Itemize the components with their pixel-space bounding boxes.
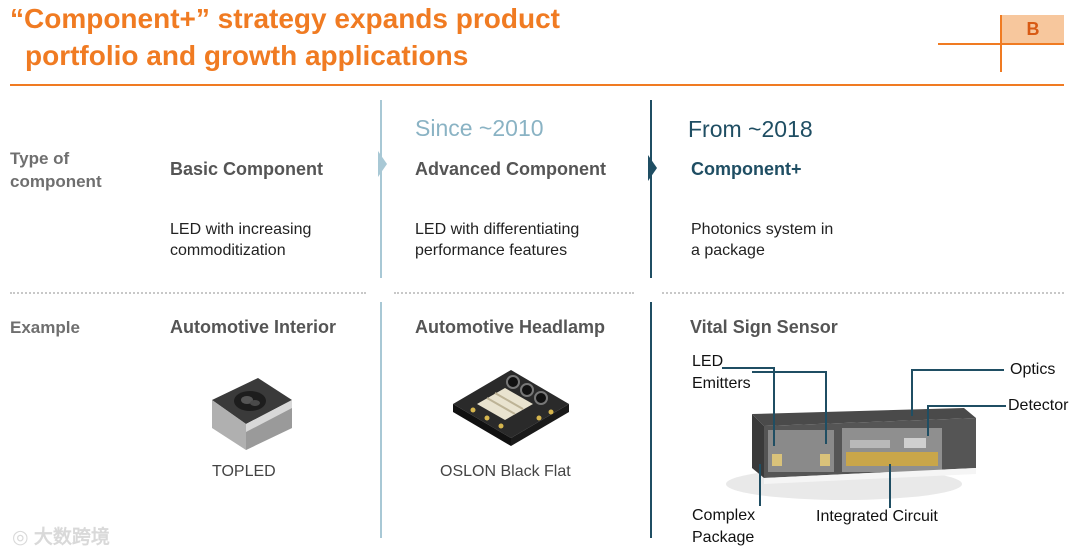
- label-detector: Detector: [1008, 397, 1069, 414]
- column-divider-2-bottom: [650, 302, 652, 538]
- section-badge: B: [1002, 15, 1064, 43]
- row-divider: [10, 292, 366, 294]
- column-heading-plus: Component+: [691, 159, 802, 179]
- column-divider-1-bottom: [380, 302, 382, 538]
- desc-line: commoditization: [170, 242, 286, 259]
- column-heading-basic: Basic Component: [170, 159, 324, 179]
- title-line-1: “Component+” strategy expands product: [10, 3, 560, 34]
- label-line: Emitters: [692, 375, 751, 392]
- desc-line: performance features: [415, 242, 568, 259]
- label-line: Package: [692, 529, 755, 546]
- sensor-callouts: [722, 367, 1006, 508]
- arrow-right-icon: [648, 155, 657, 181]
- column-desc-basic: LED with increasing commoditization: [170, 219, 311, 261]
- column-divider-1-top: [380, 100, 382, 278]
- badge-vertical-rule: [1000, 15, 1002, 72]
- label-led-emitters: LED Emitters: [692, 351, 751, 395]
- desc-line: a package: [691, 242, 765, 259]
- vital-sign-sensor-image: [726, 408, 976, 500]
- row-divider: [394, 292, 634, 294]
- label-complex-package: Complex Package: [692, 505, 755, 549]
- topled-image: [212, 378, 292, 450]
- example-title-basic: Automotive Interior: [170, 317, 337, 337]
- row-label-type: Type of component: [10, 147, 102, 193]
- column-desc-plus: Photonics system in a package: [691, 219, 833, 261]
- page-title: “Component+” strategy expands product po…: [10, 0, 560, 74]
- desc-line: LED with differentiating: [415, 221, 580, 238]
- era-label-plus: From ~2018: [688, 116, 813, 142]
- watermark-logo-icon: ◎: [12, 527, 29, 548]
- label-line: LED: [692, 353, 724, 370]
- desc-line: Photonics system in: [691, 221, 834, 238]
- oslon-image: [453, 370, 569, 446]
- example-title-plus: Vital Sign Sensor: [690, 317, 838, 337]
- label-line: Complex: [692, 507, 756, 524]
- desc-line: LED with increasing: [170, 221, 312, 238]
- watermark: ◎ 大数跨境: [12, 522, 110, 549]
- row-label-type-line-2: component: [10, 172, 102, 191]
- title-line-2: portfolio and growth applications: [25, 40, 469, 71]
- column-desc-advanced: LED with differentiating performance fea…: [415, 219, 579, 261]
- watermark-text: 大数跨境: [33, 527, 110, 548]
- column-divider-2-top: [650, 100, 652, 278]
- label-integrated-circuit: Integrated Circuit: [816, 508, 938, 525]
- column-heading-advanced: Advanced Component: [415, 159, 607, 179]
- example-caption-advanced: OSLON Black Flat: [440, 463, 571, 480]
- era-label-advanced: Since ~2010: [415, 115, 544, 141]
- arrow-right-icon: [378, 151, 387, 177]
- row-label-type-line-1: Type of: [10, 149, 70, 168]
- example-caption-basic: TOPLED: [212, 463, 276, 480]
- title-divider: [10, 84, 1064, 86]
- row-divider: [662, 292, 1064, 294]
- example-title-advanced: Automotive Headlamp: [415, 317, 606, 337]
- section-badge-group: B: [938, 10, 1068, 72]
- row-label-example: Example: [10, 318, 80, 337]
- label-optics: Optics: [1010, 361, 1056, 378]
